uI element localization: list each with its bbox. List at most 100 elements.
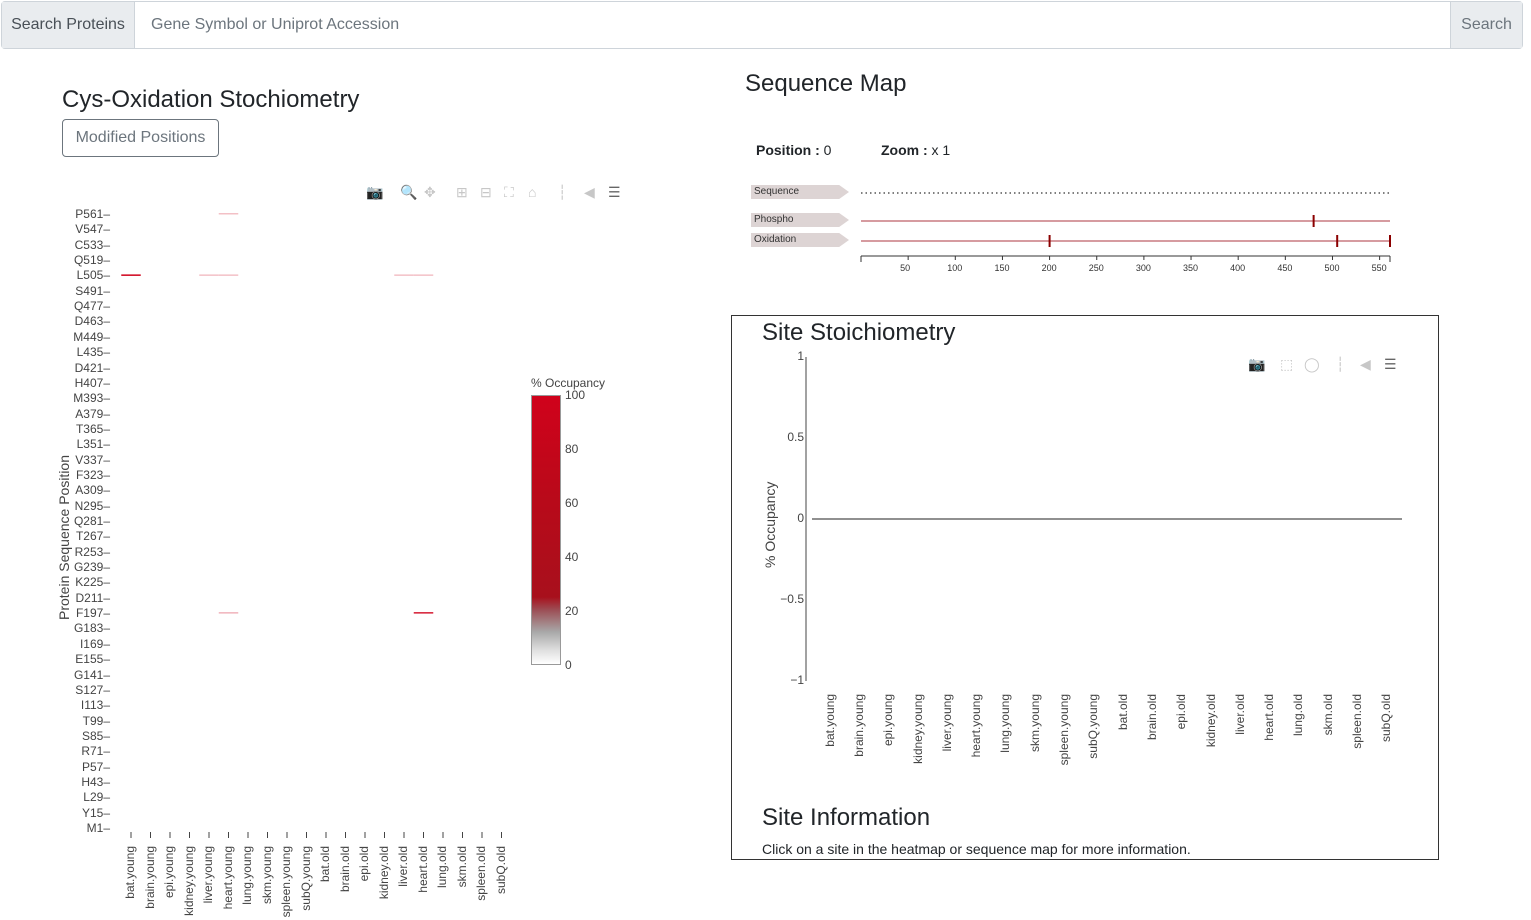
site-x-tick-label: bat.young — [822, 694, 837, 747]
y-tick-label: I113– — [80, 698, 110, 713]
occupancy-colorbar — [531, 395, 561, 665]
zoom-readout: Zoom : x 1 — [881, 142, 950, 158]
site-x-tick-label: kidney.old — [1203, 694, 1218, 748]
y-tick-label: C533– — [74, 237, 110, 252]
heatmap-cell[interactable] — [218, 612, 239, 614]
position-readout: Position : 0 — [756, 142, 831, 158]
heatmap-plot[interactable] — [0, 0, 700, 920]
sequence-axis-label: 250 — [1088, 263, 1104, 273]
y-tick-label: M1– — [86, 821, 110, 835]
heatmap-cell[interactable] — [218, 274, 239, 276]
heatmap-cell[interactable] — [199, 274, 219, 276]
spike-icon[interactable]: ┆ — [1336, 356, 1345, 372]
site-x-tick-label: liver.old — [1232, 694, 1247, 735]
sequence-axis-label: 450 — [1277, 263, 1293, 273]
site-stoichiometry-chart[interactable] — [780, 350, 1420, 690]
heatmap-cell[interactable] — [218, 213, 239, 215]
y-tick-label: S127– — [75, 682, 110, 697]
box-select-icon[interactable]: ⬚ — [1280, 356, 1294, 372]
heatmap-modebar: 📷 🔍 ✥ ⊞ ⊟ ⛶ ⌂ ┆ ◀ ☰ — [366, 184, 630, 202]
site-x-tick-label: spleen.old — [1350, 694, 1365, 749]
track-label-sequence: Sequence — [751, 185, 849, 199]
y-tick-label: L505– — [76, 268, 110, 283]
y-tick-label: P561– — [75, 207, 110, 221]
site-y-tick-label: −0.5 — [780, 592, 804, 606]
y-tick-label: Y15– — [81, 805, 110, 820]
search-proteins-label: Search Proteins — [2, 2, 135, 48]
site-x-tick-label: epi.young — [881, 694, 896, 747]
zoom-in-icon[interactable]: ⊞ — [456, 184, 468, 200]
reset-icon[interactable]: ⌂ — [528, 184, 537, 200]
y-tick-label: G239– — [73, 560, 110, 575]
heatmap-cell[interactable] — [413, 274, 434, 276]
site-x-tick-label: heart.young — [969, 694, 984, 758]
camera-icon[interactable]: 📷 — [366, 184, 384, 200]
y-tick-label: H407– — [74, 375, 110, 390]
y-tick-label: L351– — [76, 437, 110, 452]
site-x-tick-label: spleen.young — [1057, 694, 1072, 766]
y-tick-label: P57– — [81, 759, 110, 774]
site-x-tick-label: subQ.old — [1379, 694, 1394, 743]
protein-search-bar: Search Proteins Search — [1, 1, 1523, 49]
position-label: Position : — [756, 142, 820, 158]
colorbar-tick-label: 40 — [565, 550, 579, 564]
y-tick-label: G183– — [73, 621, 110, 636]
sequence-axis-label: 200 — [1041, 263, 1057, 273]
site-x-tick-label: bat.old — [1115, 694, 1130, 731]
colorbar-tick-label: 80 — [565, 442, 579, 456]
zoom-icon[interactable]: 🔍 — [400, 184, 418, 200]
pan-icon[interactable]: ✥ — [424, 184, 436, 200]
sequence-map-plot[interactable] — [850, 180, 1410, 280]
site-x-tick-label: subQ.young — [1086, 694, 1101, 759]
y-tick-label: Q477– — [73, 299, 110, 314]
heatmap-cell[interactable] — [394, 274, 414, 276]
site-y-tick-label: 1 — [797, 349, 804, 363]
sequence-axis-label: 350 — [1183, 263, 1199, 273]
y-tick-label: R253– — [74, 544, 110, 559]
y-tick-label: D211– — [75, 590, 110, 605]
heatmap-cell[interactable] — [413, 612, 434, 614]
y-tick-label: N295– — [74, 498, 110, 513]
y-tick-label: K225– — [75, 575, 110, 590]
sequence-map-title: Sequence Map — [745, 70, 907, 97]
site-x-tick-label: epi.old — [1174, 694, 1189, 730]
search-button[interactable]: Search — [1450, 2, 1522, 48]
site-x-tick-label: skm.old — [1320, 694, 1335, 736]
y-tick-label: L435– — [76, 345, 110, 360]
heatmap-cell[interactable] — [121, 274, 141, 276]
camera-icon[interactable]: 📷 — [1248, 356, 1266, 372]
site-chart-modebar: 📷 ⬚ ◯ ┆ ◀ ☰ — [1248, 356, 1408, 374]
spike-icon[interactable]: ┆ — [558, 184, 567, 200]
site-x-tick-label: lung.young — [998, 694, 1013, 753]
colorbar-tick-label: 0 — [565, 658, 572, 672]
sequence-axis-label: 550 — [1371, 263, 1387, 273]
zoom-out-icon[interactable]: ⊟ — [480, 184, 492, 200]
site-stoichiometry-title: Site Stoichiometry — [762, 319, 956, 346]
y-tick-label: D421– — [74, 360, 110, 375]
site-information-text: Click on a site in the heatmap or sequen… — [762, 841, 1191, 857]
y-tick-label: L29– — [83, 790, 110, 805]
hover-closest-icon[interactable]: ◀ — [1360, 356, 1371, 372]
y-tick-label: S491– — [75, 283, 110, 298]
zoom-value: x 1 — [931, 142, 951, 158]
sequence-axis-label: 400 — [1230, 263, 1246, 273]
hover-compare-icon[interactable]: ☰ — [608, 184, 621, 200]
site-x-tick-label: brain.young — [851, 694, 866, 757]
y-tick-label: T99– — [82, 713, 110, 728]
sequence-axis-label: 100 — [947, 263, 963, 273]
hover-closest-icon[interactable]: ◀ — [584, 184, 595, 200]
protein-search-input[interactable] — [136, 2, 1450, 48]
site-x-tick-label: liver.young — [939, 694, 954, 752]
modified-positions-button[interactable]: Modified Positions — [62, 119, 219, 157]
lasso-icon[interactable]: ◯ — [1304, 356, 1320, 372]
site-y-tick-label: 0 — [797, 511, 804, 525]
site-y-tick-label: 0.5 — [787, 430, 804, 444]
heatmap-title: Cys-Oxidation Stochiometry — [62, 86, 360, 113]
hover-compare-icon[interactable]: ☰ — [1384, 356, 1397, 372]
y-tick-label: T267– — [75, 529, 110, 544]
site-x-tick-label: skm.young — [1027, 694, 1042, 753]
autoscale-icon[interactable]: ⛶ — [504, 184, 514, 200]
y-tick-label: H43– — [81, 774, 110, 789]
colorbar-tick-label: 100 — [565, 388, 586, 402]
y-tick-label: D463– — [74, 314, 110, 329]
